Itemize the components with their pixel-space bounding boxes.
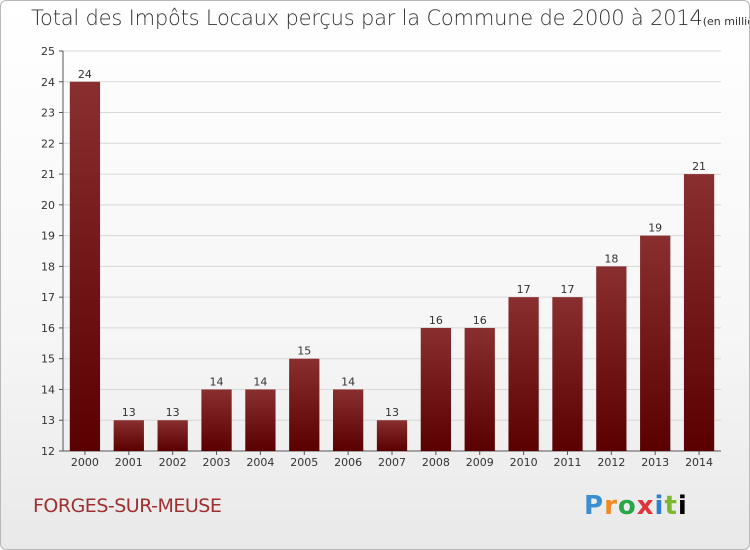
bar (69, 81, 101, 452)
x-tick-label: 2001 (115, 456, 143, 469)
bar (157, 420, 188, 451)
bar-value-label: 14 (253, 375, 267, 388)
y-tick-label: 12 (41, 445, 55, 458)
x-tick-label: 2008 (422, 456, 450, 469)
y-tick-label: 20 (41, 199, 55, 212)
x-tick-label: 2014 (685, 456, 713, 469)
bar (683, 174, 715, 452)
x-tick-label: 2005 (290, 456, 318, 469)
x-tick-label: 2010 (510, 456, 538, 469)
bar-value-label: 16 (429, 314, 443, 327)
x-tick-label: 2000 (71, 456, 99, 469)
bar-value-label: 17 (517, 283, 531, 296)
bar (332, 389, 364, 451)
y-tick-label: 15 (41, 353, 55, 366)
x-tick-label: 2009 (466, 456, 494, 469)
logo-letter: x (636, 491, 655, 521)
x-tick-label: 2006 (334, 456, 362, 469)
commune-name: FORGES-SUR-MEUSE (33, 495, 222, 517)
y-tick-label: 24 (41, 76, 55, 89)
bar-value-label: 13 (385, 406, 399, 419)
bar (245, 389, 276, 451)
x-tick-label: 2007 (378, 456, 406, 469)
proxiti-logo[interactable]: Proxiti (584, 491, 688, 521)
bar-value-label: 24 (78, 68, 92, 81)
bar-value-label: 13 (122, 406, 136, 419)
bar-value-label: 18 (604, 252, 618, 265)
y-tick-label: 18 (41, 260, 55, 273)
logo-letter: i (654, 491, 665, 521)
x-tick-label: 2012 (597, 456, 625, 469)
logo-letter: P (584, 491, 605, 521)
logo-letter: i (677, 491, 688, 521)
y-tick-label: 19 (41, 230, 55, 243)
bar-value-label: 21 (692, 160, 706, 173)
y-tick-label: 22 (41, 137, 55, 150)
y-tick-label: 16 (41, 322, 55, 335)
logo-letter: o (617, 491, 637, 521)
chart-title-main: Total des Impôts Locaux perçus par la Co… (31, 6, 703, 30)
y-tick-label: 25 (41, 45, 55, 58)
bar (552, 297, 583, 451)
x-tick-label: 2004 (246, 456, 274, 469)
bar-value-label: 15 (297, 345, 311, 358)
y-tick-label: 21 (41, 168, 55, 181)
bar-value-label: 14 (210, 375, 224, 388)
chart-title: Total des Impôts Locaux perçus par la Co… (31, 6, 749, 30)
bar (113, 420, 144, 451)
logo-letter: r (604, 491, 618, 521)
bar-value-label: 13 (166, 406, 180, 419)
bar-value-label: 17 (560, 283, 574, 296)
y-tick-label: 13 (41, 414, 55, 427)
chart-title-unit: (en milliers d'€) (702, 15, 749, 28)
bar (420, 327, 452, 451)
x-tick-label: 2002 (159, 456, 187, 469)
x-tick-label: 2013 (641, 456, 669, 469)
y-tick-label: 23 (41, 107, 55, 120)
bar (596, 266, 627, 451)
bar (464, 327, 495, 451)
bar-value-label: 14 (341, 375, 355, 388)
logo-letter: t (664, 491, 678, 521)
x-tick-label: 2003 (203, 456, 231, 469)
x-tick-label: 2011 (553, 456, 581, 469)
bar-value-label: 19 (648, 222, 662, 235)
bar (508, 297, 539, 451)
bar (640, 235, 671, 451)
bar (289, 358, 320, 451)
bar (201, 389, 232, 451)
bar-value-label: 16 (473, 314, 487, 327)
y-tick-label: 14 (41, 383, 55, 396)
y-tick-label: 17 (41, 291, 55, 304)
bar (376, 420, 408, 451)
